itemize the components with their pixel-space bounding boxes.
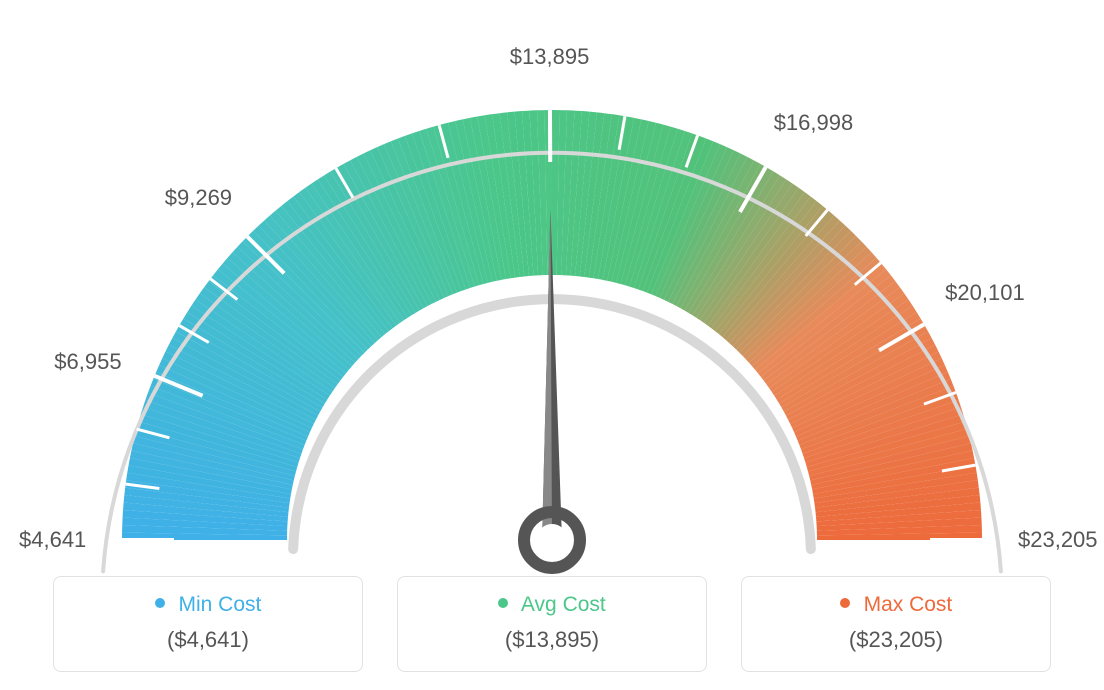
gauge-tick-label: $4,641 <box>19 527 86 553</box>
gauge-tick-label: $20,101 <box>945 280 1025 306</box>
legend-title-min: Min Cost <box>54 593 362 617</box>
gauge-chart-container: $4,641 $6,955 $9,269 $13,895 $16,998 $20,101 $… <box>0 0 1104 690</box>
gauge-svg <box>0 40 1104 590</box>
gauge-tick-label: $23,205 <box>1018 527 1098 553</box>
legend-row: Min Cost ($4,641) Avg Cost ($13,895) Max… <box>0 576 1104 672</box>
legend-title-max: Max Cost <box>742 593 1050 617</box>
legend-title-text-max: Max Cost <box>864 593 953 616</box>
gauge-tick-label: $16,998 <box>774 110 854 136</box>
gauge-tick-label: $9,269 <box>165 185 232 211</box>
dot-icon-avg <box>498 598 508 608</box>
legend-card-avg: Avg Cost ($13,895) <box>397 576 707 672</box>
gauge-area: $4,641 $6,955 $9,269 $13,895 $16,998 $20,101 $… <box>0 0 1104 550</box>
gauge-tick-label: $13,895 <box>510 44 590 70</box>
gauge-tick-label: $6,955 <box>54 349 121 375</box>
legend-value-avg: ($13,895) <box>398 627 706 653</box>
dot-icon-max <box>840 598 850 608</box>
legend-card-min: Min Cost ($4,641) <box>53 576 363 672</box>
dot-icon-min <box>155 598 165 608</box>
legend-value-max: ($23,205) <box>742 627 1050 653</box>
legend-card-max: Max Cost ($23,205) <box>741 576 1051 672</box>
legend-title-text-avg: Avg Cost <box>521 593 606 616</box>
legend-title-text-min: Min Cost <box>178 593 261 616</box>
legend-value-min: ($4,641) <box>54 627 362 653</box>
legend-title-avg: Avg Cost <box>398 593 706 617</box>
